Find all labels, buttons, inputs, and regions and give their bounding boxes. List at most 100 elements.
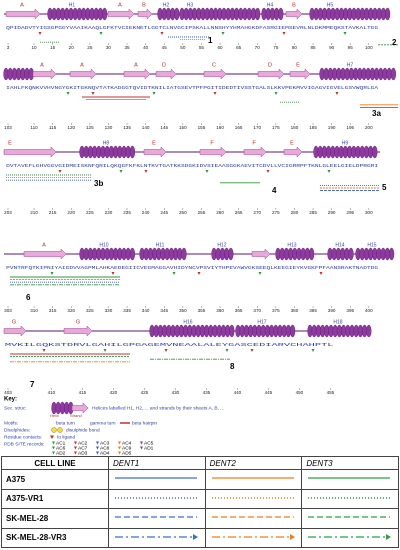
tick-label: 165 <box>235 125 243 130</box>
sheet-label: A <box>40 62 44 68</box>
site-symbol <box>140 441 143 445</box>
sequence: MVKILGQKSTDRVLGAHILGPGAGEMVNEAALALEYGASC… <box>5 342 334 348</box>
table-row: SK-MEL-28-VR3 <box>1 527 399 548</box>
line-style-cell <box>108 527 206 548</box>
site-label: AC2 <box>78 440 88 446</box>
helix-label: H9 <box>342 140 349 146</box>
contact-marker <box>91 92 95 95</box>
contact-marker <box>160 32 164 35</box>
strand-arrow <box>63 325 93 337</box>
helix-coil <box>290 324 296 338</box>
site-symbol <box>52 441 55 445</box>
tick-label: 210 <box>30 210 38 215</box>
tick-label: 450 <box>296 390 304 395</box>
tick-label: 275 <box>272 210 280 215</box>
tick-label: 455 <box>327 390 335 395</box>
site-symbol <box>52 451 55 455</box>
helix-coil <box>390 67 397 81</box>
contact-marker <box>311 349 315 352</box>
strand-arrow <box>5 8 41 20</box>
site-label: AC9 <box>122 445 132 451</box>
line-sample <box>211 496 294 499</box>
tick-label: 103 <box>4 125 12 130</box>
tick-label: 40 <box>143 45 149 50</box>
tick-label: 295 <box>346 210 354 215</box>
cell-line-table: CELL LINE DENT1 DENT2 DENT3 A375 A375-VR1… <box>1 456 399 548</box>
tick-label: 250 <box>179 210 187 215</box>
contact-marker <box>335 92 339 95</box>
contact-marker <box>50 272 54 275</box>
line-sample <box>115 477 197 479</box>
site-symbol <box>96 441 99 445</box>
tick-label: 65 <box>236 45 242 50</box>
tick-label: 265 <box>235 210 243 215</box>
contact-marker <box>119 170 123 173</box>
tick-label: 310 <box>30 308 38 313</box>
tick-label: 245 <box>160 210 168 215</box>
tick-label: 50 <box>180 45 186 50</box>
line-style-cell <box>204 527 303 548</box>
site-symbol <box>140 446 143 450</box>
line-sample <box>308 533 392 540</box>
sheet-label: B <box>292 2 296 8</box>
key-label: Motifs: <box>4 420 18 426</box>
line-style-cell <box>301 469 399 490</box>
key-label: PDB SITE records: <box>4 441 45 447</box>
cell-line-name: A375 <box>1 469 109 490</box>
line-style-cell <box>301 488 399 509</box>
helix-label: H11 <box>156 242 165 248</box>
line-style-cell <box>301 527 399 548</box>
tick-label: 30 <box>106 45 112 50</box>
annotation-number: 6 <box>26 293 31 302</box>
cell-line-name: SK-MEL-28 <box>1 508 109 529</box>
tick-label: 410 <box>48 390 56 395</box>
tick-label: 150 <box>179 125 187 130</box>
tick-label: 320 <box>67 308 75 313</box>
helix-coil <box>348 247 354 261</box>
tick-label: 180 <box>291 125 299 130</box>
helix-label: H5 <box>327 2 334 8</box>
tick-label: 300 <box>365 210 373 215</box>
line-sample <box>211 477 294 479</box>
tick-label: 230 <box>105 210 113 215</box>
tick-label: 445 <box>265 390 273 395</box>
tick-label: 170 <box>253 125 261 130</box>
tick-label: 135 <box>123 125 131 130</box>
strand-arrow <box>71 402 89 414</box>
tick-label: 385 <box>309 308 317 313</box>
key-text: Strand <box>70 413 82 418</box>
contact-marker <box>221 32 225 35</box>
key-text: gamma turn <box>90 420 116 426</box>
annotation-number: 5 <box>382 183 387 192</box>
disulphide-symbol <box>51 427 57 433</box>
sheet-label: A <box>134 62 138 68</box>
tick-label: 240 <box>142 210 150 215</box>
helix-coil <box>372 145 378 159</box>
site-label: AD5 <box>122 450 132 456</box>
site-symbol <box>52 446 55 450</box>
cell-line-name: A375-VR1 <box>1 488 109 509</box>
strand-arrow <box>107 8 135 20</box>
helix-coil <box>228 247 234 261</box>
helix-coil <box>309 247 315 261</box>
arrow-head <box>193 533 198 540</box>
tick-label: 220 <box>67 210 75 215</box>
strand-arrow <box>69 68 97 80</box>
annotation-number: 2 <box>392 38 397 47</box>
helix-label: H15 <box>367 242 376 248</box>
tick-label: 25 <box>87 45 93 50</box>
tick-label: 390 <box>328 308 336 313</box>
helix-coil <box>389 247 395 261</box>
sequence: IAHLFKQNKVVHVNGYGKITGKNQVTATKADGGTQVIDTK… <box>6 85 378 91</box>
annotation-number: 7 <box>30 380 35 389</box>
contact-marker <box>266 170 270 173</box>
helix-label: H13 <box>287 242 296 248</box>
helix-label: H1 <box>69 2 76 8</box>
tick-label: 285 <box>309 210 317 215</box>
line-style-cell <box>108 488 206 509</box>
header-cell: DENT3 <box>301 456 399 470</box>
line-style-cell <box>108 508 206 529</box>
tick-label: 130 <box>105 125 113 130</box>
tick-label: 45 <box>162 45 168 50</box>
site-label: AC6 <box>56 445 66 451</box>
